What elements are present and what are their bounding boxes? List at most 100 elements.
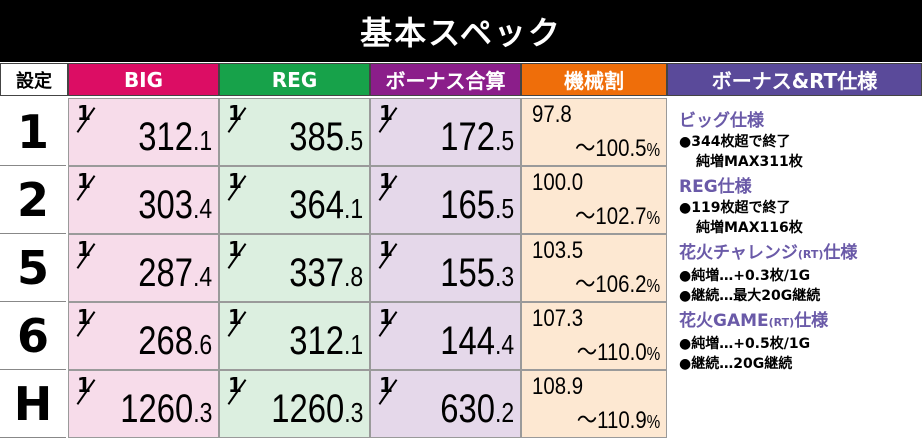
hanabi-game-heading-a: 花火GAME	[679, 311, 769, 331]
payout-low: 107.3	[532, 305, 584, 332]
big-probability-cell: 268.6	[68, 302, 219, 370]
reg-probability-value: 385.5	[289, 115, 363, 163]
payout-cell: 100.0 ～102.7%	[521, 166, 667, 234]
bonus-probability-value: 172.5	[440, 115, 514, 163]
payout-cell: 103.5 ～106.2%	[521, 234, 667, 302]
big-probability-value: 1260.3	[120, 387, 212, 435]
value-integer: 268	[138, 319, 193, 363]
value-decimal: .5	[494, 125, 514, 156]
reg-spec-heading: REG仕様	[679, 177, 752, 197]
percent-sign: %	[646, 208, 660, 228]
payout-cell: 107.3 ～110.0%	[521, 302, 667, 370]
payout-cell: 97.8 ～100.5%	[521, 98, 667, 166]
value-integer: 155	[440, 251, 495, 295]
value-integer: 312	[138, 115, 193, 159]
payout-high: ～106.2%	[575, 264, 660, 299]
hanabi-challenge-rt: (RT)	[797, 248, 824, 261]
value-decimal: .1	[343, 193, 363, 224]
big-probability-cell: 312.1	[68, 98, 219, 166]
payout-high: ～110.0%	[576, 332, 660, 367]
hanabi-challenge-line-1: ●純増…+0.3枚/1G	[679, 268, 811, 284]
bonus-probability-value: 144.4	[440, 319, 514, 367]
value-decimal: .3	[494, 261, 514, 292]
reg-probability-value: 312.1	[289, 319, 363, 367]
big-spec-line-2: 純増MAX311枚	[696, 154, 803, 170]
bonus-rt-spec-panel: ビッグ仕様 ●344枚超で終了 純増MAX311枚 REG仕様 ●119枚超で終…	[669, 98, 922, 438]
payout-low: 103.5	[532, 237, 584, 264]
header-bonus-total: ボーナス合算	[370, 63, 521, 96]
reg-probability-cell: 1260.3	[219, 370, 370, 438]
hanabi-challenge-heading-a: 花火チャレンジ	[679, 243, 798, 263]
reg-probability-cell: 385.5	[219, 98, 370, 166]
big-probability-value: 268.6	[138, 319, 212, 367]
hanabi-game-heading-b: 仕様	[794, 311, 829, 331]
value-decimal: .1	[343, 329, 363, 360]
payout-high-value: ～110.9	[576, 407, 647, 434]
value-decimal: .6	[192, 329, 212, 360]
big-probability-cell: 1260.3	[68, 370, 219, 438]
header-settei: 設定	[0, 63, 68, 96]
value-decimal: .3	[192, 397, 212, 428]
percent-sign: %	[646, 140, 660, 160]
header-spec: ボーナス&RT仕様	[667, 63, 922, 96]
value-decimal: .5	[494, 193, 514, 224]
percent-sign: %	[646, 412, 660, 432]
bonus-probability-cell: 144.4	[370, 302, 521, 370]
value-integer: 303	[138, 183, 193, 227]
reg-spec-line-2: 純増MAX116枚	[696, 220, 803, 236]
bonus-probability-value: 165.5	[440, 183, 514, 231]
value-integer: 165	[440, 183, 495, 227]
payout-cell: 108.9 ～110.9%	[521, 370, 667, 438]
big-probability-cell: 303.4	[68, 166, 219, 234]
value-integer: 630	[440, 387, 495, 431]
setting-cell: 2	[0, 166, 66, 234]
bonus-probability-cell: 165.5	[370, 166, 521, 234]
payout-low: 100.0	[532, 169, 584, 196]
value-decimal: .4	[192, 193, 212, 224]
setting-cell: 1	[0, 98, 66, 166]
big-probability-value: 303.4	[138, 183, 212, 231]
value-decimal: .2	[494, 397, 514, 428]
value-integer: 312	[289, 319, 344, 363]
value-integer: 1260	[119, 387, 193, 431]
big-probability-value: 312.1	[138, 115, 212, 163]
header-reg: REG	[219, 63, 370, 96]
value-decimal: .4	[494, 329, 514, 360]
value-integer: 364	[289, 183, 344, 227]
hanabi-challenge-heading: 花火チャレンジ(RT)仕様	[679, 242, 918, 266]
bonus-probability-cell: 155.3	[370, 234, 521, 302]
setting-cell: H	[0, 370, 66, 438]
big-spec-heading: ビッグ仕様	[679, 111, 764, 131]
value-decimal: .3	[343, 397, 363, 428]
hanabi-game-rt: (RT)	[768, 316, 795, 329]
reg-probability-cell: 312.1	[219, 302, 370, 370]
payout-high-value: ～110.0	[576, 339, 647, 366]
setting-cell: 6	[0, 302, 66, 370]
payout-high-value: ～102.7	[574, 203, 647, 230]
header-big: BIG	[68, 63, 219, 96]
bonus-probability-value: 630.2	[440, 387, 514, 435]
bonus-probability-cell: 630.2	[370, 370, 521, 438]
value-decimal: .1	[192, 125, 212, 156]
reg-spec-line-1: ●119枚超で終了	[679, 200, 791, 216]
reg-probability-value: 1260.3	[271, 387, 363, 435]
payout-high: ～110.9%	[576, 400, 660, 435]
hanabi-game-line-1: ●純増…+0.5枚/1G	[679, 336, 811, 352]
percent-sign: %	[646, 276, 660, 296]
page-title: 基本スペック	[0, 0, 922, 62]
big-probability-cell: 287.4	[68, 234, 219, 302]
value-integer: 385	[289, 115, 344, 159]
reg-probability-value: 337.8	[289, 251, 363, 299]
bonus-probability-value: 155.3	[440, 251, 514, 299]
header-payout: 機械割	[521, 63, 667, 96]
value-integer: 172	[440, 115, 495, 159]
payout-high: ～102.7%	[575, 196, 660, 231]
value-integer: 337	[289, 251, 344, 295]
payout-high-value: ～100.5	[574, 135, 647, 162]
reg-probability-value: 364.1	[289, 183, 363, 231]
payout-high: ～100.5%	[575, 128, 660, 163]
big-spec-line-1: ●344枚超で終了	[679, 134, 791, 150]
hanabi-game-line-2: ●継続…20G継続	[679, 356, 793, 372]
reg-probability-cell: 364.1	[219, 166, 370, 234]
reg-probability-cell: 337.8	[219, 234, 370, 302]
